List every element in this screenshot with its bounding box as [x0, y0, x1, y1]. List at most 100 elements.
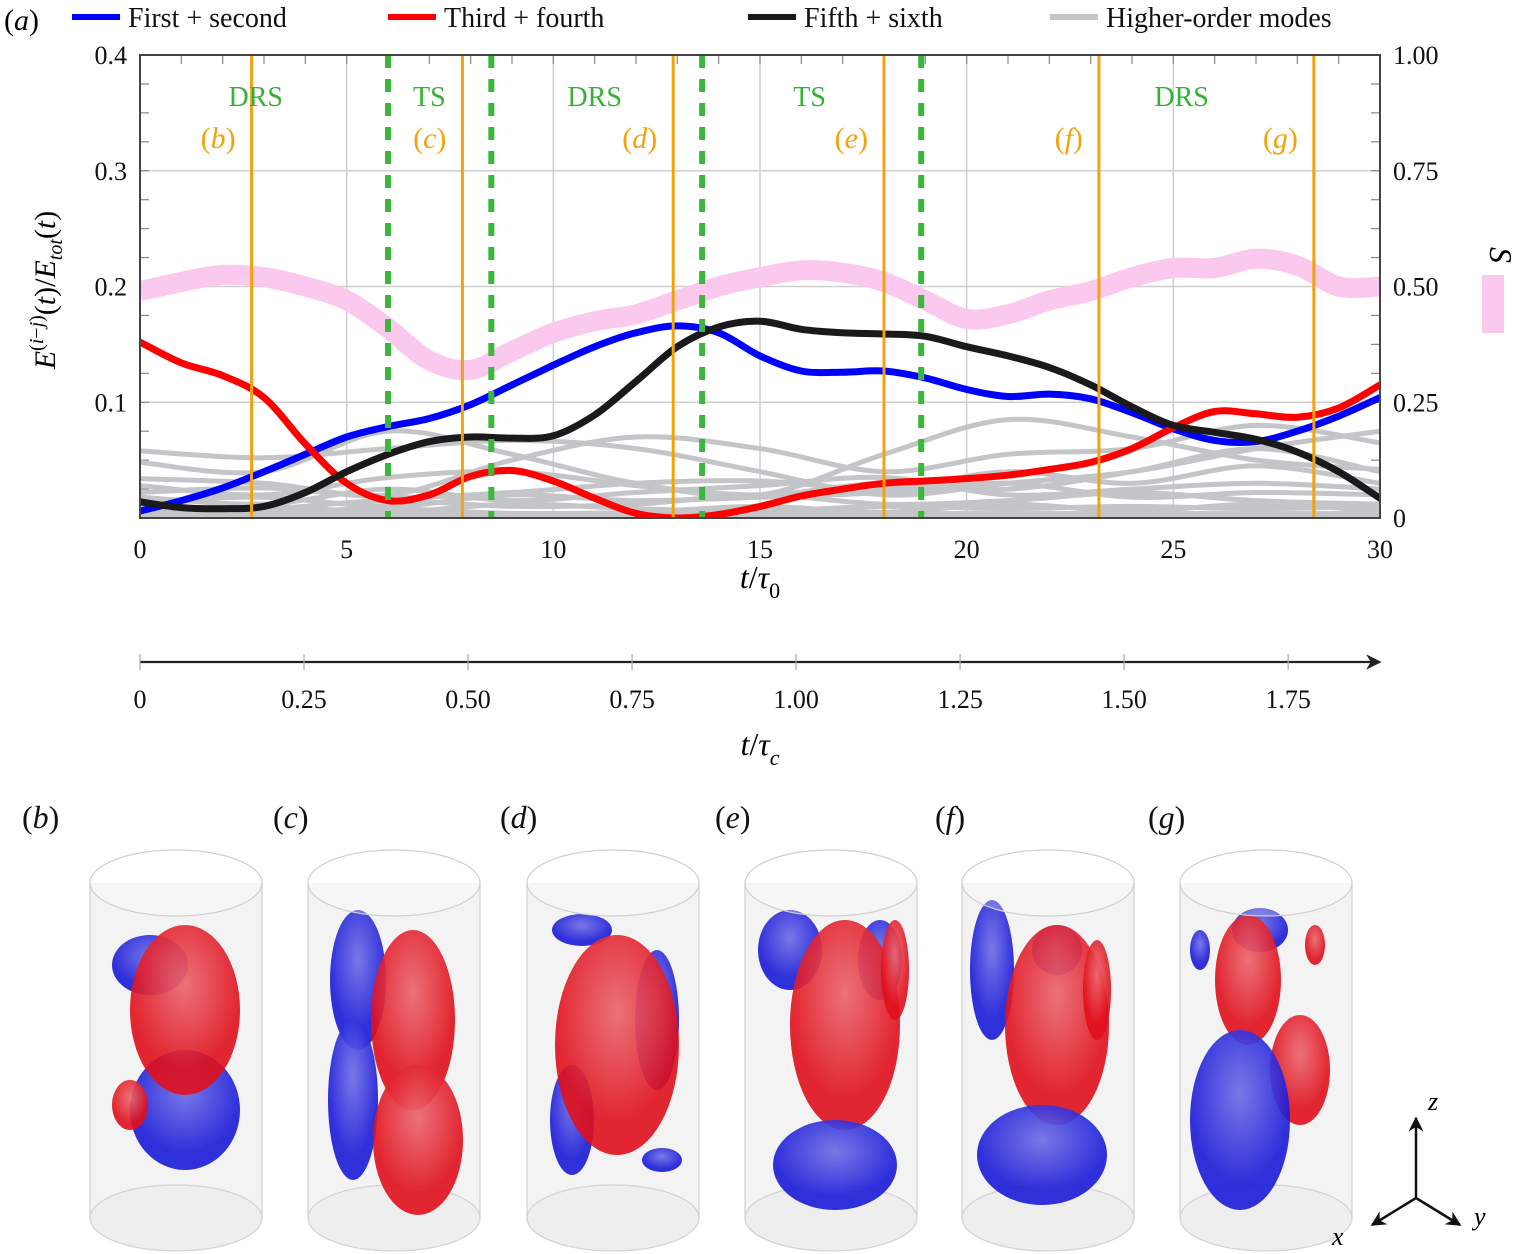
legend-label: First + second: [128, 3, 287, 34]
cylinder-top: [526, 849, 700, 917]
cylinder-bottom: [526, 1184, 700, 1252]
svg-text:t/τc: t/τc: [741, 726, 780, 770]
higher-order-band: [140, 511, 1380, 518]
cylinder-top: [744, 849, 918, 917]
series-S: [140, 248, 1380, 381]
secondary-x-tick-label: 1.00: [773, 685, 819, 714]
snapshot-label-g: (g): [1148, 799, 1185, 835]
snapshot-marker-label-g: (g): [1263, 122, 1298, 155]
secondary-x-tick-label: 0.75: [609, 685, 655, 714]
iso-surface-highlight: [130, 925, 240, 1095]
snapshot-panel-d: [526, 849, 700, 1252]
iso-surface-highlight: [328, 1020, 378, 1180]
secondary-x-tick-label: 0.25: [281, 685, 327, 714]
y-tick-label: 0.1: [95, 388, 128, 417]
axes-triad: z x y: [1331, 1087, 1486, 1251]
y-axis-label-triad: y: [1471, 1202, 1486, 1231]
snapshot-marker-label-b: (b): [201, 122, 236, 155]
y2-tick-label: 0.50: [1393, 273, 1439, 302]
y2-tick-label: 1.00: [1393, 41, 1439, 70]
y2-axis-label: S: [1482, 247, 1517, 333]
iso-surface-highlight: [552, 914, 612, 946]
y-tick-label: 0.4: [95, 41, 128, 70]
iso-surface-highlight: [371, 930, 455, 1110]
snapshot-panel-c: [307, 849, 481, 1252]
snapshot-label-c: (c): [273, 799, 309, 835]
snapshot-panel-g: [1179, 849, 1353, 1252]
y2-tick-label: 0: [1393, 504, 1406, 533]
panel-label-a: (a): [4, 4, 39, 37]
y-axis-label: E(i−j)(t)/Etot(t): [26, 211, 67, 371]
x-tick-label: 25: [1160, 535, 1186, 564]
tick-labels: 0 5 10 15 20 25 30 0.1 0.2 0.3 0.4 0 0.25 0.50 0.75 1.0…: [95, 41, 1439, 564]
z-axis-label: z: [1427, 1087, 1438, 1116]
snapshot-label-f: (f): [935, 799, 965, 835]
higher-order-mode-line: [140, 489, 1380, 512]
series-line-fifth-sixth: [140, 317, 1380, 513]
snapshot-label-d: (d): [500, 799, 537, 835]
snapshot-panel-e: [744, 849, 918, 1252]
x-axis-arrow: [1370, 1196, 1417, 1227]
x-axis-label: t/τ0: [740, 559, 780, 603]
snapshot-marker-label-c: (c): [413, 122, 446, 155]
secondary-x-tick-label: 0: [134, 685, 147, 714]
snapshot-panel-f: [961, 849, 1135, 1252]
snapshot-markers: (b) (c) (d) (e) (f) (g): [201, 55, 1316, 518]
svg-text:S: S: [1483, 247, 1517, 263]
y-axis-arrow: [1415, 1196, 1462, 1227]
svg-text:E(i−j)(t)/Etot(t): E(i−j)(t)/Etot(t): [26, 211, 67, 371]
secondary-x-tick-label: 1.75: [1265, 685, 1311, 714]
x-tick-label: 5: [340, 535, 353, 564]
snapshot-label-e: (e): [715, 799, 751, 835]
cylinder-top: [1179, 849, 1353, 917]
iso-surface-highlight: [555, 935, 679, 1155]
secondary-x-tick-label: 1.50: [1101, 685, 1147, 714]
y-tick-label: 0.2: [95, 273, 128, 302]
series-line-S: [140, 248, 1380, 381]
iso-surface-highlight: [881, 920, 909, 1020]
S-legend-swatch: [1482, 275, 1504, 333]
iso-surface-highlight: [790, 920, 900, 1130]
iso-surface-highlight: [1305, 925, 1325, 965]
legend-label: Third + fourth: [444, 3, 604, 34]
cylinder-top: [89, 849, 263, 917]
secondary-x-axis-label: t/τc: [741, 726, 780, 770]
snapshot-panels: (b) (c) (d) (e) (f) (g): [22, 799, 1353, 1252]
iso-surface-highlight: [773, 1120, 897, 1210]
x-tick-label: 30: [1367, 535, 1393, 564]
iso-surface-highlight: [1190, 930, 1210, 970]
x-tick-label: 20: [954, 535, 980, 564]
snapshot-marker-label-f: (f): [1055, 122, 1083, 155]
iso-surface-highlight: [1190, 1030, 1290, 1210]
snapshot-label-b: (b): [22, 799, 59, 835]
legend-label: Fifth + sixth: [804, 3, 943, 34]
regime-label: DRS: [228, 82, 282, 113]
iso-surface-highlight: [1083, 940, 1111, 1040]
cylinder-top: [961, 849, 1135, 917]
x-axis-label-triad: x: [1331, 1222, 1344, 1251]
iso-surface-highlight: [1005, 925, 1109, 1125]
regime-label: DRS: [1154, 82, 1208, 113]
y2-tick-label: 0.75: [1393, 157, 1439, 186]
secondary-x-tick-label: 1.25: [937, 685, 983, 714]
legend: First + second Third + fourth Fifth + sixt…: [72, 3, 1332, 34]
iso-surface-highlight: [977, 1105, 1107, 1205]
x-tick-label: 10: [540, 535, 566, 564]
y2-tick-label: 0.25: [1393, 388, 1439, 417]
regime-label: DRS: [567, 82, 621, 113]
plot-frame: [139, 54, 1381, 519]
iso-surface-highlight: [642, 1148, 682, 1172]
snapshot-marker-label-d: (d): [622, 122, 657, 155]
higher-order-modes: [140, 416, 1380, 518]
iso-surface-highlight: [1215, 915, 1281, 1045]
legend-label: Higher-order modes: [1106, 3, 1332, 34]
secondary-x-tick-label: 0.50: [445, 685, 491, 714]
snapshot-marker-label-e: (e): [835, 122, 868, 155]
secondary-x-ticks: 0 0.25 0.50 0.75 1.00 1.25 1.50 1.75: [134, 654, 1311, 714]
cylinder-bottom: [89, 1184, 263, 1252]
regime-label: TS: [413, 82, 446, 113]
higher-order-mode-line: [140, 474, 1380, 507]
grid-lines: [140, 55, 1380, 518]
x-tick-label: 0: [134, 535, 147, 564]
